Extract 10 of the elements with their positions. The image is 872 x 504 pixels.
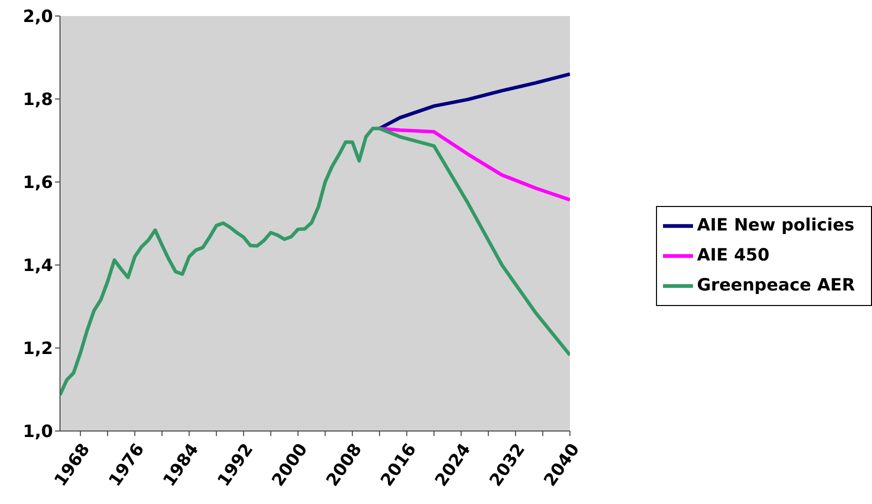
legend-label: Greenpeace AER — [696, 276, 855, 296]
y-tick-label: 1,0 — [22, 422, 54, 442]
y-tick-label: 1,2 — [22, 339, 53, 360]
line-series — [60, 126, 570, 397]
legend-label: AIE New policies — [696, 216, 854, 236]
y-tick-label: 1,6 — [22, 173, 53, 194]
y-tick-label: 1,8 — [22, 90, 53, 110]
legend-label: AIE 450 — [696, 246, 770, 266]
y-tick-label: 1,4 — [22, 256, 54, 276]
y-tick-label: 2,0 — [22, 7, 54, 28]
